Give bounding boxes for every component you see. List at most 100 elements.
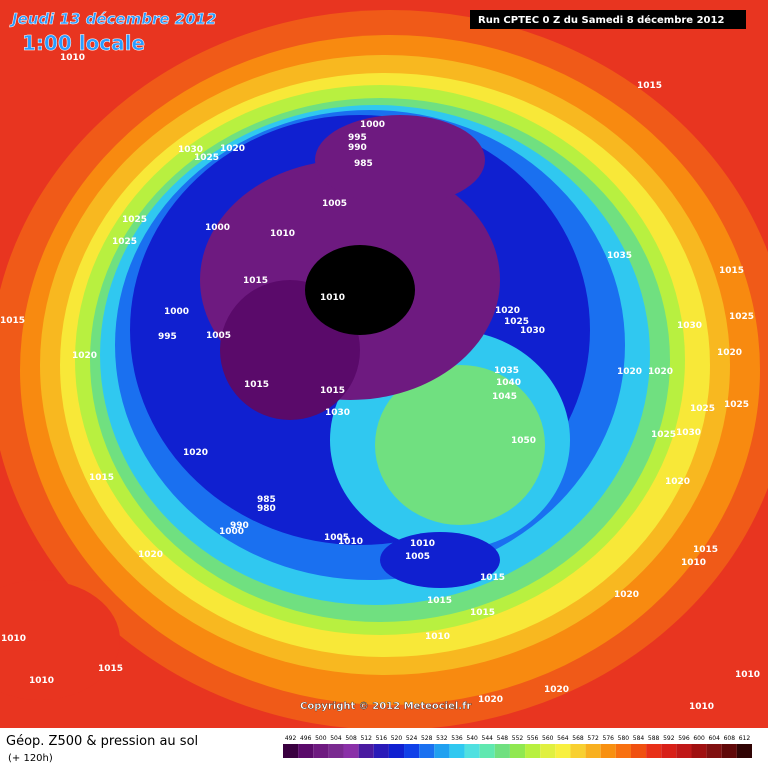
scale-label: 492 bbox=[285, 735, 297, 742]
scale-swatch bbox=[388, 744, 405, 758]
isobar-label: 1030 bbox=[325, 408, 350, 418]
scale-swatch bbox=[706, 744, 722, 758]
isobar-label: 1020 bbox=[614, 590, 639, 600]
isobar-label: 1025 bbox=[690, 404, 715, 414]
isobar-label: 1015 bbox=[320, 386, 345, 396]
scale-label: 592 bbox=[663, 735, 675, 742]
legend-title: Géop. Z500 & pression au sol bbox=[6, 734, 198, 749]
isobar-labels: 1010100099599098510301025102010251000100… bbox=[0, 53, 760, 712]
scale-label: 524 bbox=[406, 735, 418, 742]
scale-swatch bbox=[479, 744, 495, 758]
isobar-label: 1010 bbox=[29, 676, 54, 686]
isobar-label: 1025 bbox=[729, 312, 754, 322]
isobar-label: 1020 bbox=[717, 348, 742, 358]
scale-swatch bbox=[646, 744, 662, 758]
isobar-label: 1005 bbox=[324, 533, 349, 543]
scale-label: 564 bbox=[557, 735, 569, 742]
isobar-label: 1025 bbox=[194, 153, 219, 163]
run-box bbox=[470, 10, 746, 29]
color-scale: 492 496 500 504 508 512 516 520 524 528 532 536 540 5… bbox=[283, 735, 752, 758]
isobar-label: 1005 bbox=[405, 552, 430, 562]
isobar-label: 1020 bbox=[220, 144, 245, 154]
isobar-label: 1020 bbox=[183, 448, 208, 458]
scale-label: 596 bbox=[678, 735, 690, 742]
isobar-label: 1020 bbox=[495, 306, 520, 316]
scale-swatch bbox=[736, 744, 752, 758]
scale-swatch bbox=[328, 744, 344, 758]
scale-swatch bbox=[509, 744, 526, 758]
scale-label: 544 bbox=[482, 735, 494, 742]
copyright: Copyright © 2012 Meteociel.fr bbox=[300, 701, 471, 712]
isobar-label: 1035 bbox=[494, 366, 519, 376]
isobar-label: 980 bbox=[257, 504, 276, 514]
isobar-label: 1030 bbox=[677, 321, 702, 331]
scale-swatch bbox=[615, 744, 631, 758]
isobar-label: 1015 bbox=[244, 380, 269, 390]
isobar-label: 1020 bbox=[72, 351, 97, 361]
scale-label: 532 bbox=[436, 735, 448, 742]
scale-swatch bbox=[373, 744, 389, 758]
scale-label: 516 bbox=[376, 735, 388, 742]
scale-swatch bbox=[555, 744, 571, 758]
isobar-label: 1010 bbox=[270, 229, 295, 239]
isobar-label: 1020 bbox=[648, 367, 673, 377]
scale-label: 580 bbox=[618, 735, 630, 742]
scale-label: 548 bbox=[497, 735, 509, 742]
scale-swatch bbox=[313, 744, 329, 758]
isobar-label: 1030 bbox=[520, 326, 545, 336]
isobar-label: 1015 bbox=[470, 608, 495, 618]
isobar-label: 995 bbox=[158, 332, 177, 342]
isobar-label: 1005 bbox=[322, 199, 347, 209]
scale-swatch bbox=[404, 744, 420, 758]
isobar-label: 1020 bbox=[544, 685, 569, 695]
scale-label: 572 bbox=[587, 735, 599, 742]
scale-swatch bbox=[570, 744, 586, 758]
scale-swatch bbox=[449, 744, 465, 758]
scale-label: 500 bbox=[315, 735, 327, 742]
scale-swatch bbox=[343, 744, 359, 758]
scale-label: 520 bbox=[391, 735, 403, 742]
scale-swatch bbox=[358, 744, 374, 758]
isobar-label: 1020 bbox=[617, 367, 642, 377]
isobar-label: 1030 bbox=[178, 145, 203, 155]
isobar-label: 1015 bbox=[427, 596, 452, 606]
isobar-label: 1025 bbox=[122, 215, 147, 225]
scale-label: 556 bbox=[527, 735, 539, 742]
isobar-label: 1050 bbox=[511, 436, 536, 446]
scale-swatch bbox=[661, 744, 677, 758]
scale-label: 608 bbox=[724, 735, 736, 742]
scale-label: 604 bbox=[708, 735, 720, 742]
scale-swatch bbox=[630, 744, 647, 758]
isobar-label: 1040 bbox=[496, 378, 521, 388]
scale-label: 584 bbox=[633, 735, 645, 742]
isobar-label: 1000 bbox=[205, 223, 230, 233]
forecast-time: 1:00 locale bbox=[22, 31, 145, 55]
isobar-label: 1025 bbox=[724, 400, 749, 410]
scale-label: 560 bbox=[542, 735, 554, 742]
isobar-label: 1015 bbox=[719, 266, 744, 276]
isobar-label: 1030 bbox=[676, 428, 701, 438]
isobar-label: 1000 bbox=[219, 527, 244, 537]
isobar-label: 1010 bbox=[338, 537, 363, 547]
isobar-label: 1015 bbox=[0, 316, 25, 326]
scale-label: 528 bbox=[421, 735, 433, 742]
forecast-date: Jeudi 13 décembre 2012 bbox=[9, 10, 217, 28]
scale-swatch bbox=[691, 744, 707, 758]
isobar-label: 1000 bbox=[360, 120, 385, 130]
scale-swatch bbox=[434, 744, 450, 758]
isobar-label: 1010 bbox=[320, 293, 345, 303]
isobar-label: 1010 bbox=[410, 539, 435, 549]
legend-subtitle: (+ 120h) bbox=[8, 753, 53, 764]
scale-swatch bbox=[419, 744, 435, 758]
isobar-label: 1010 bbox=[681, 558, 706, 568]
scale-label: 512 bbox=[360, 735, 372, 742]
isobar-label: 1020 bbox=[478, 695, 503, 705]
scale-label: 600 bbox=[693, 735, 705, 742]
isobar-label: 1035 bbox=[607, 251, 632, 261]
scale-label: 540 bbox=[466, 735, 478, 742]
isobar-label: 1015 bbox=[637, 81, 662, 91]
isobar-label: 1010 bbox=[60, 53, 85, 63]
scale-swatch bbox=[494, 744, 510, 758]
scale-swatch bbox=[464, 744, 480, 758]
